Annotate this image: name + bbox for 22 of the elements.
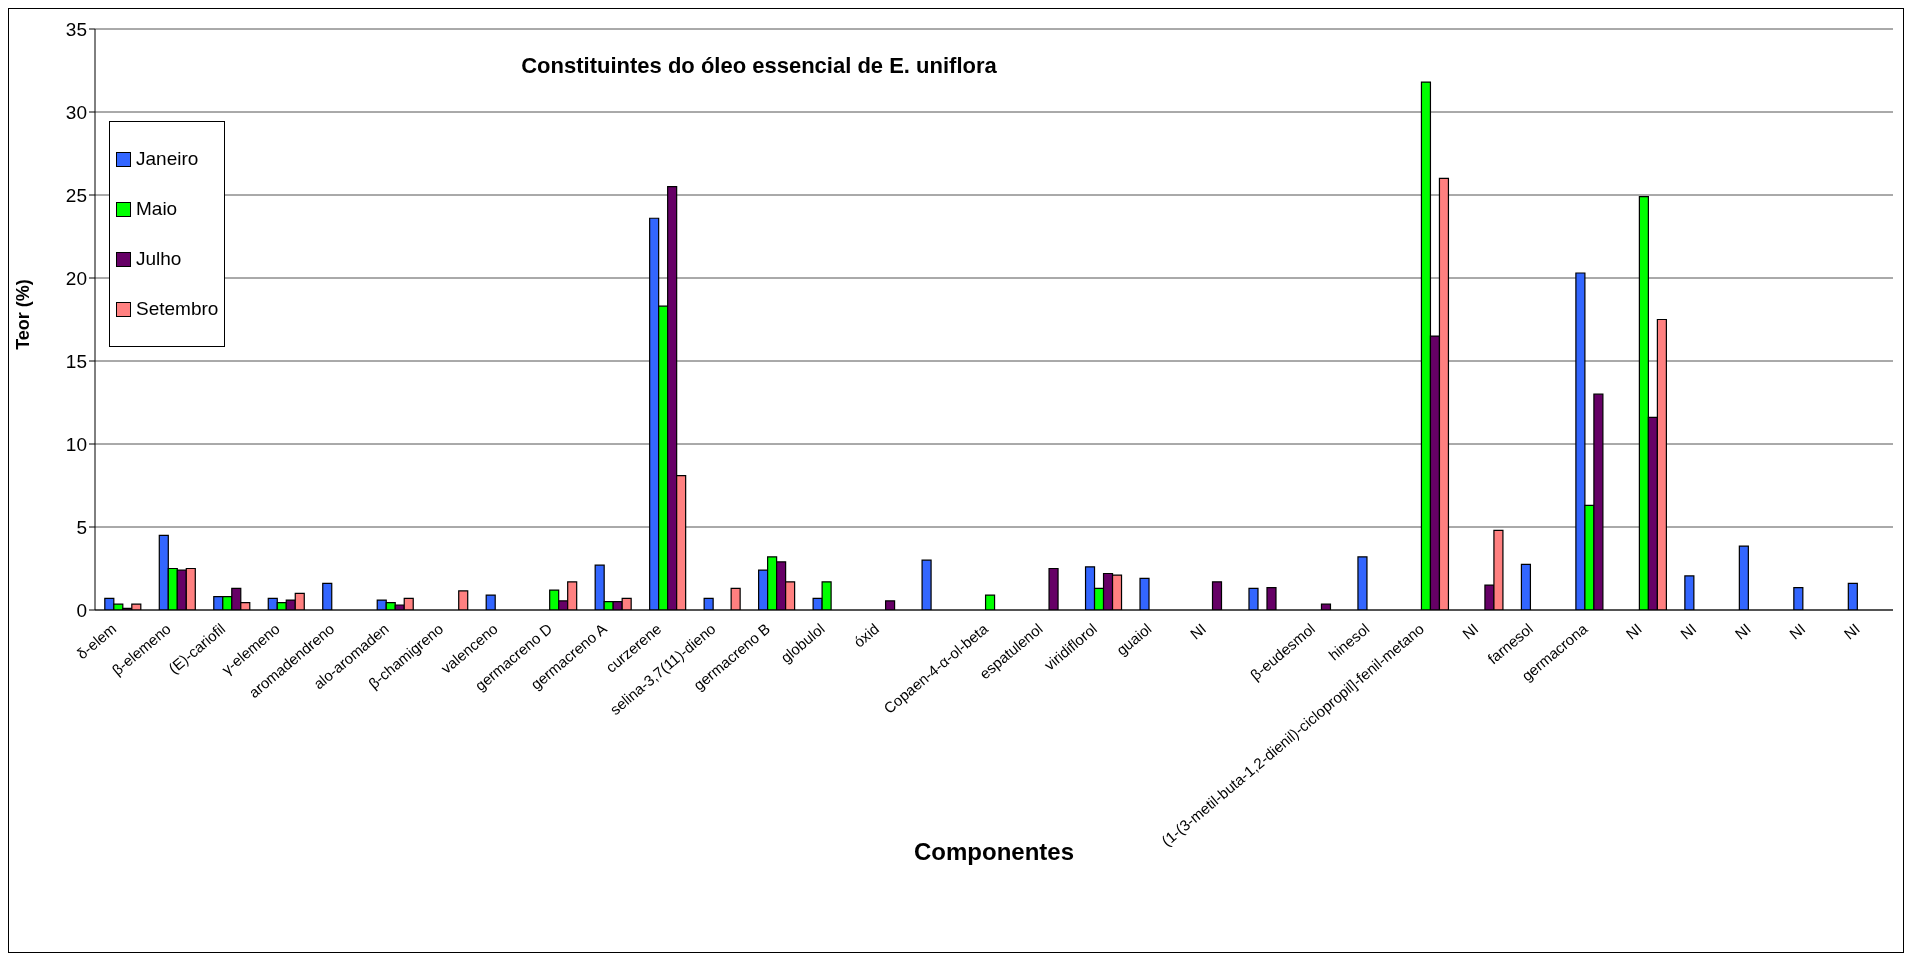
y-tick-label: 15 bbox=[65, 350, 87, 372]
legend-label: Janeiro bbox=[136, 148, 199, 170]
y-tick-label: 30 bbox=[65, 101, 87, 123]
x-axis-title: Componentes bbox=[913, 838, 1075, 865]
legend-label: Setembro bbox=[136, 298, 219, 320]
text: Constituintes do óleo essencial de E. uniflora bbox=[520, 53, 998, 79]
x-tick-label: NI bbox=[1785, 619, 1809, 643]
legend-label: Maio bbox=[136, 198, 178, 220]
x-tick-label: NI bbox=[1677, 619, 1700, 643]
y-tick-label: 35 bbox=[65, 18, 87, 40]
x-tick-label: NI bbox=[1840, 619, 1863, 643]
x-tick-label: NI bbox=[1731, 619, 1754, 643]
x-tick-label: óxid bbox=[850, 619, 883, 651]
y-axis-title: Teor (%) bbox=[12, 278, 34, 350]
x-tick-label: NI bbox=[1459, 619, 1482, 643]
y-tick-label: 25 bbox=[65, 184, 87, 206]
y-tick-label: 20 bbox=[65, 267, 87, 289]
y-tick-label: 0 bbox=[76, 599, 87, 621]
x-tick-label: NI bbox=[1622, 619, 1645, 643]
y-tick-label: 10 bbox=[65, 433, 87, 455]
legend-label: Julho bbox=[136, 248, 182, 270]
y-tick-label: 5 bbox=[76, 516, 87, 538]
